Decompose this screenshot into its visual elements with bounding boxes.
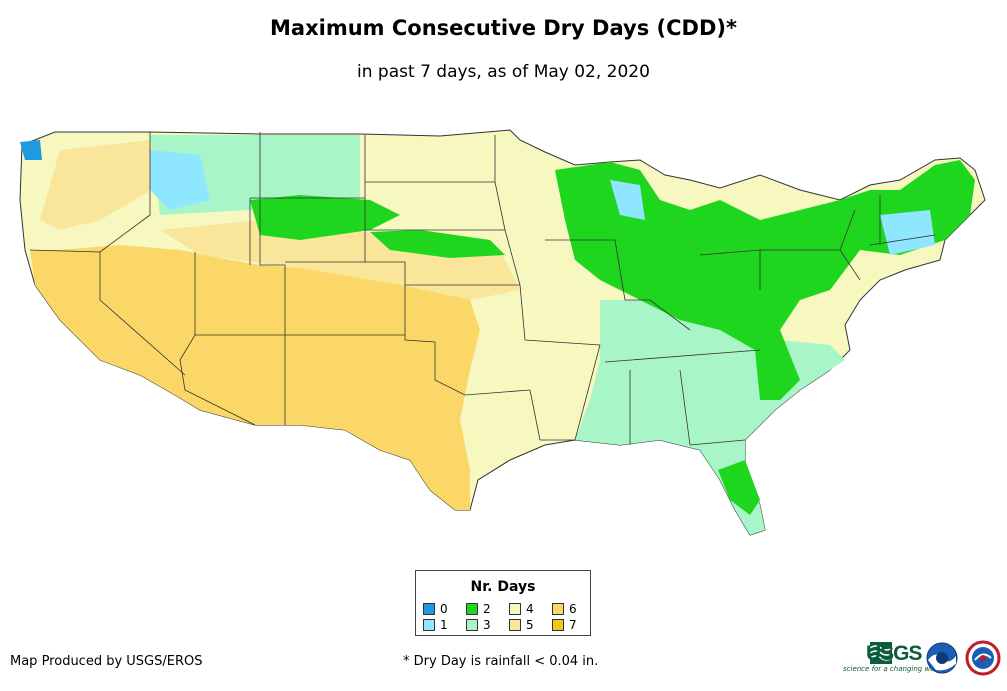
legend-label: 0 — [440, 602, 448, 616]
legend-swatch — [423, 603, 435, 615]
legend-label: 3 — [483, 618, 491, 632]
region-6-days-southwest — [30, 245, 480, 510]
legend-item-1: 1 — [423, 617, 463, 633]
map-title: Maximum Consecutive Dry Days (CDD)* — [270, 16, 737, 40]
legend-item-2: 2 — [466, 601, 506, 617]
legend-item-6: 6 — [552, 601, 592, 617]
region-2-days-greatlakes — [555, 160, 975, 400]
legend-label: 1 — [440, 618, 448, 632]
legend: Nr. Days 0 2 4 6 1 3 5 7 — [415, 570, 591, 636]
region-1-day-michigan — [610, 180, 645, 220]
legend-swatch — [552, 603, 564, 615]
region-2-days-dakotas — [250, 195, 400, 240]
dry-day-footnote: * Dry Day is rainfall < 0.04 in. — [403, 654, 599, 669]
legend-swatch — [509, 619, 521, 631]
legend-item-3: 3 — [466, 617, 506, 633]
legend-label: 6 — [569, 602, 577, 616]
legend-label: 5 — [526, 618, 534, 632]
legend-label: 2 — [483, 602, 491, 616]
legend-item-4: 4 — [509, 601, 549, 617]
legend-item-5: 5 — [509, 617, 549, 633]
legend-title: Nr. Days — [470, 579, 536, 595]
us-dry-days-map — [19, 129, 986, 536]
legend-swatch — [466, 619, 478, 631]
legend-swatch — [423, 619, 435, 631]
legend-item-7: 7 — [552, 617, 592, 633]
region-0-days-washington — [20, 140, 42, 160]
legend-label: 4 — [526, 602, 534, 616]
legend-swatch — [509, 603, 521, 615]
usgs-logo-icon — [869, 642, 893, 664]
noaa-logo-icon — [926, 642, 958, 674]
legend-swatch — [466, 603, 478, 615]
legend-label: 7 — [569, 618, 577, 632]
nws-logo-icon — [965, 640, 1001, 676]
usgs-logo-text: USGS — [866, 642, 923, 665]
legend-item-0: 0 — [423, 601, 463, 617]
region-1-day-idaho — [150, 150, 210, 210]
region-2-days-florida — [718, 460, 760, 515]
region-2-days-nebraska — [370, 230, 505, 258]
region-1-day-newengland — [880, 210, 935, 255]
region-5-days-north — [40, 140, 160, 230]
state-boundaries — [29, 132, 936, 446]
map-subtitle: in past 7 days, as of May 02, 2020 — [357, 62, 650, 82]
map-credit: Map Produced by USGS/EROS — [10, 654, 203, 669]
legend-swatch — [552, 619, 564, 631]
usgs-tagline: science for a changing world — [843, 665, 944, 673]
